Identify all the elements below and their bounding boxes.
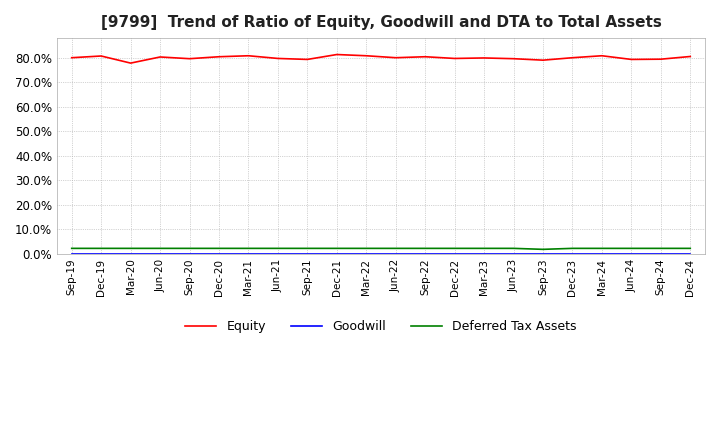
Equity <box>627 57 636 62</box>
Goodwill <box>244 251 253 257</box>
Equity <box>421 54 430 59</box>
Equity <box>185 56 194 61</box>
Equity <box>480 55 488 61</box>
Equity <box>274 56 282 61</box>
Goodwill <box>509 251 518 257</box>
Legend: Equity, Goodwill, Deferred Tax Assets: Equity, Goodwill, Deferred Tax Assets <box>180 315 582 338</box>
Goodwill <box>568 251 577 257</box>
Deferred Tax Assets <box>568 246 577 251</box>
Line: Equity: Equity <box>72 55 690 63</box>
Goodwill <box>480 251 488 257</box>
Goodwill <box>392 251 400 257</box>
Equity <box>539 58 547 63</box>
Equity <box>215 54 223 59</box>
Deferred Tax Assets <box>392 246 400 251</box>
Equity <box>392 55 400 60</box>
Equity <box>598 53 606 59</box>
Goodwill <box>539 251 547 257</box>
Deferred Tax Assets <box>126 246 135 251</box>
Deferred Tax Assets <box>362 246 371 251</box>
Equity <box>97 53 106 59</box>
Deferred Tax Assets <box>215 246 223 251</box>
Goodwill <box>215 251 223 257</box>
Deferred Tax Assets <box>480 246 488 251</box>
Deferred Tax Assets <box>244 246 253 251</box>
Goodwill <box>686 251 695 257</box>
Deferred Tax Assets <box>686 246 695 251</box>
Goodwill <box>657 251 665 257</box>
Equity <box>333 52 341 57</box>
Goodwill <box>450 251 459 257</box>
Equity <box>450 56 459 61</box>
Equity <box>362 53 371 59</box>
Equity <box>68 55 76 60</box>
Goodwill <box>333 251 341 257</box>
Deferred Tax Assets <box>185 246 194 251</box>
Goodwill <box>303 251 312 257</box>
Equity <box>244 53 253 59</box>
Equity <box>303 57 312 62</box>
Goodwill <box>627 251 636 257</box>
Deferred Tax Assets <box>333 246 341 251</box>
Equity <box>509 56 518 61</box>
Deferred Tax Assets <box>450 246 459 251</box>
Goodwill <box>68 251 76 257</box>
Goodwill <box>421 251 430 257</box>
Deferred Tax Assets <box>274 246 282 251</box>
Goodwill <box>362 251 371 257</box>
Deferred Tax Assets <box>598 246 606 251</box>
Deferred Tax Assets <box>303 246 312 251</box>
Deferred Tax Assets <box>539 247 547 252</box>
Goodwill <box>598 251 606 257</box>
Deferred Tax Assets <box>156 246 164 251</box>
Goodwill <box>274 251 282 257</box>
Deferred Tax Assets <box>627 246 636 251</box>
Deferred Tax Assets <box>509 246 518 251</box>
Goodwill <box>126 251 135 257</box>
Equity <box>657 57 665 62</box>
Deferred Tax Assets <box>657 246 665 251</box>
Equity <box>568 55 577 60</box>
Goodwill <box>156 251 164 257</box>
Deferred Tax Assets <box>68 246 76 251</box>
Goodwill <box>97 251 106 257</box>
Deferred Tax Assets <box>421 246 430 251</box>
Equity <box>156 54 164 59</box>
Line: Deferred Tax Assets: Deferred Tax Assets <box>72 248 690 249</box>
Goodwill <box>185 251 194 257</box>
Deferred Tax Assets <box>97 246 106 251</box>
Equity <box>686 54 695 59</box>
Equity <box>126 60 135 66</box>
Title: [9799]  Trend of Ratio of Equity, Goodwill and DTA to Total Assets: [9799] Trend of Ratio of Equity, Goodwil… <box>101 15 662 30</box>
